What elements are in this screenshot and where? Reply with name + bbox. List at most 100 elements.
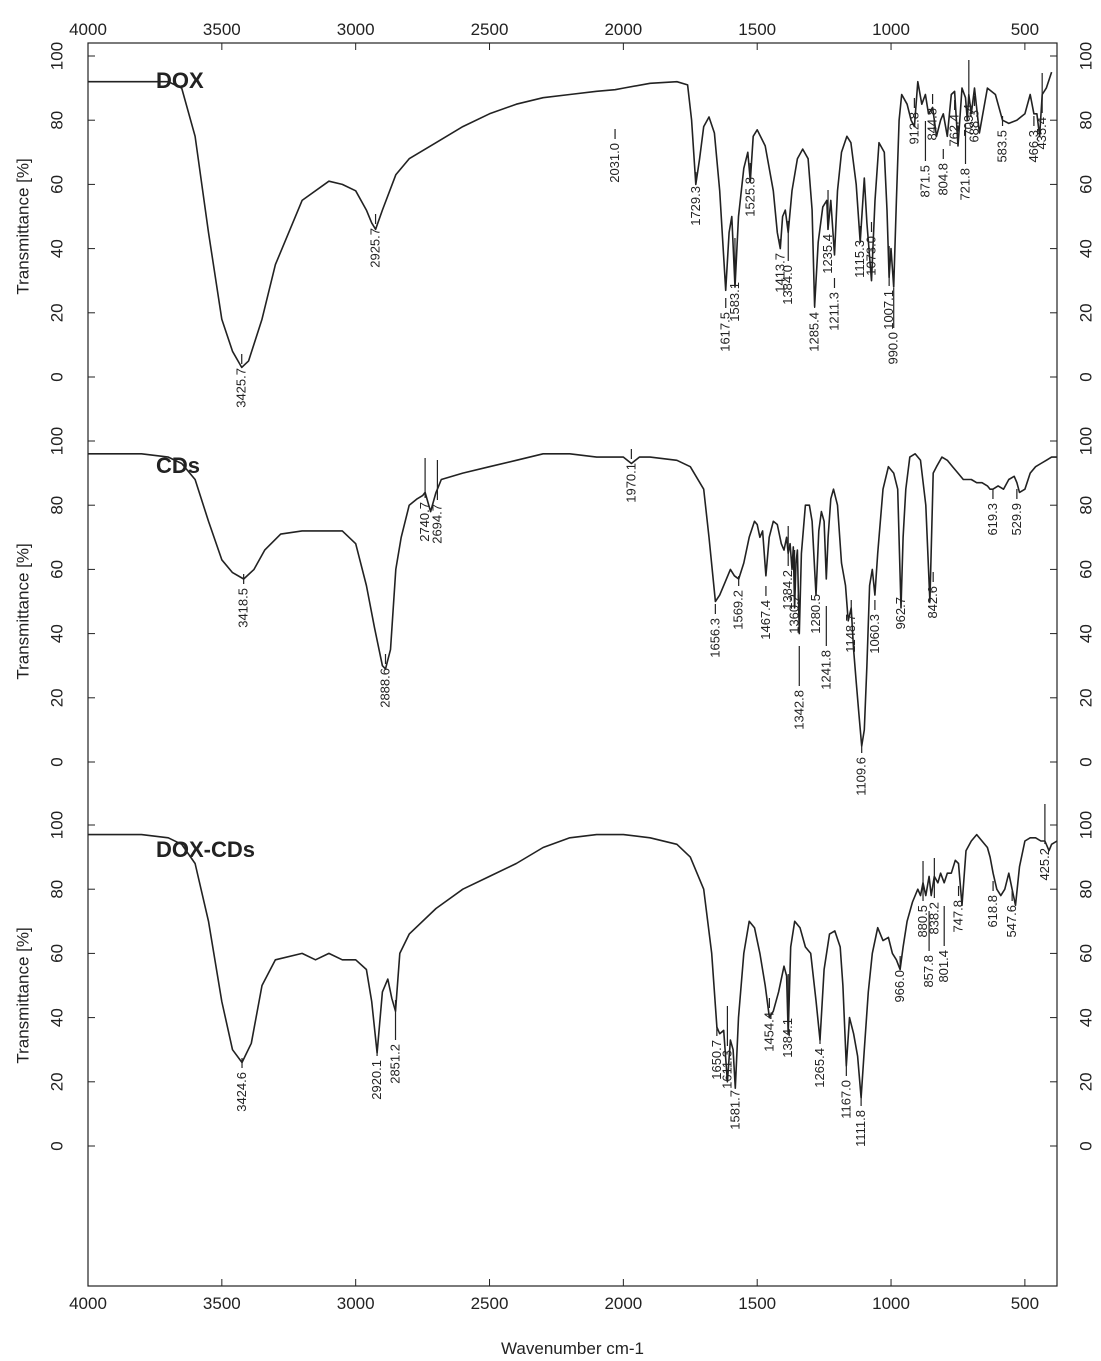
peak-label: 1360.2 xyxy=(787,594,802,634)
y-axis-label: Transmittance [%] xyxy=(13,158,32,294)
y-tick-right-label: 100 xyxy=(1076,42,1095,70)
y-axis-label: Transmittance [%] xyxy=(13,543,32,679)
peak-label: 747.8 xyxy=(951,900,966,933)
peak-label: 1342.8 xyxy=(791,690,806,730)
peak-label: 529.9 xyxy=(1009,503,1024,536)
peak-label: 1454.4 xyxy=(761,1012,776,1052)
y-tick-right-label: 100 xyxy=(1076,427,1095,455)
y-tick-right-label: 0 xyxy=(1076,757,1095,766)
peak-label: 3425.7 xyxy=(234,368,249,408)
y-tick-right-label: 20 xyxy=(1076,303,1095,322)
peak-label: 547.6 xyxy=(1004,905,1019,938)
peak-label: 1413.7 xyxy=(772,253,787,293)
x-tick-top-label: 1000 xyxy=(872,20,910,39)
peak-label: 871.5 xyxy=(917,165,932,198)
peak-label: 962.7 xyxy=(893,597,908,630)
spectrum-line xyxy=(88,833,1058,1099)
y-tick-left-label: 20 xyxy=(47,303,66,322)
x-tick-bottom-label: 2500 xyxy=(471,1294,509,1313)
y-tick-left-label: 80 xyxy=(47,496,66,515)
peak-label: 1384.1 xyxy=(780,1018,795,1058)
y-tick-left-label: 60 xyxy=(47,560,66,579)
peak-label: 1970.1 xyxy=(623,463,638,503)
y-tick-left-label: 20 xyxy=(47,688,66,707)
peak-label: 619.3 xyxy=(985,503,1000,536)
y-tick-left-label: 0 xyxy=(47,372,66,381)
peak-label: 1583.1 xyxy=(727,282,742,322)
peak-label: 1525.8 xyxy=(742,177,757,217)
x-tick-top-label: 3000 xyxy=(337,20,375,39)
y-tick-right-label: 60 xyxy=(1076,944,1095,963)
peak-label: 1109.6 xyxy=(854,757,869,796)
peak-label: 1280.5 xyxy=(808,594,823,634)
peak-label: 1007.1 xyxy=(881,290,896,330)
panel-cds: 0 0 20 20 40 40 60 60 80 80 100 100 Transmittance [%… xyxy=(13,427,1095,796)
peak-label: 1581.7 xyxy=(727,1090,742,1130)
y-tick-right-label: 0 xyxy=(1076,1141,1095,1150)
peak-label: 1148.7 xyxy=(843,614,858,653)
peak-label: 1235.4 xyxy=(820,234,835,274)
x-tick-top-label: 3500 xyxy=(203,20,241,39)
peak-label: 1073.0 xyxy=(863,236,878,276)
y-tick-right-label: 80 xyxy=(1076,111,1095,130)
y-tick-right-label: 40 xyxy=(1076,239,1095,258)
y-tick-left-label: 80 xyxy=(47,111,66,130)
peak-label: 1611.3 xyxy=(719,1050,734,1089)
panel-dox-cds: 0 0 20 20 40 40 60 60 80 80 100 100 Transmittance [%… xyxy=(13,804,1095,1151)
peak-label: 857.8 xyxy=(921,955,936,988)
y-tick-left-label: 40 xyxy=(47,1008,66,1027)
y-tick-left-label: 0 xyxy=(47,1141,66,1150)
y-tick-left-label: 40 xyxy=(47,239,66,258)
y-tick-left-label: 40 xyxy=(47,624,66,643)
peak-label: 880.5 xyxy=(915,905,930,938)
peak-label: 842.6 xyxy=(925,586,940,619)
peak-label: 1617.5 xyxy=(718,312,733,352)
peak-label: 2925.7 xyxy=(368,228,383,268)
x-tick-bottom-label: 1000 xyxy=(872,1294,910,1313)
x-tick-top-label: 4000 xyxy=(69,20,107,39)
x-tick-top-label: 2500 xyxy=(471,20,509,39)
peak-label: 1111.8 xyxy=(853,1110,868,1147)
x-tick-bottom-label: 2000 xyxy=(604,1294,642,1313)
peak-label: 2888.6 xyxy=(377,668,392,708)
y-tick-left-label: 20 xyxy=(47,1072,66,1091)
peak-label: 3418.5 xyxy=(236,588,251,628)
y-tick-right-label: 100 xyxy=(1076,811,1095,839)
peak-label: 583.5 xyxy=(995,130,1010,163)
y-tick-right-label: 20 xyxy=(1076,1072,1095,1091)
peak-label: 966.0 xyxy=(892,970,907,1003)
peak-label: 2740.7 xyxy=(417,502,432,542)
y-tick-left-label: 100 xyxy=(47,427,66,455)
y-tick-left-label: 100 xyxy=(47,811,66,839)
panel-dox: 0 0 20 20 40 40 60 60 80 80 100 100 Transmittance [%… xyxy=(13,42,1095,408)
y-tick-right-label: 60 xyxy=(1076,175,1095,194)
x-axis-label: Wavenumber cm-1 xyxy=(501,1339,644,1358)
peak-label: 1467.4 xyxy=(758,600,773,640)
peak-label: 1650.7 xyxy=(709,1040,724,1080)
peak-label: 801.4 xyxy=(936,950,951,983)
y-axis-label: Transmittance [%] xyxy=(13,927,32,1063)
peak-label: 435.4 xyxy=(1034,117,1049,150)
spectrum-line xyxy=(88,71,1053,369)
peak-label: 1656.3 xyxy=(707,618,722,658)
peak-label: 688.3 xyxy=(966,110,981,143)
y-tick-right-label: 80 xyxy=(1076,880,1095,899)
y-tick-right-label: 60 xyxy=(1076,560,1095,579)
peak-label: 844.8 xyxy=(925,108,940,141)
panel-title: DOX xyxy=(156,68,204,93)
peak-label: 762.4 xyxy=(947,114,962,147)
peak-label: 1265.4 xyxy=(812,1048,827,1088)
y-tick-left-label: 60 xyxy=(47,175,66,194)
plot-frame xyxy=(87,42,1058,1287)
y-tick-left-label: 60 xyxy=(47,944,66,963)
peak-label: 2851.2 xyxy=(388,1044,403,1084)
peak-label: 1569.2 xyxy=(731,590,746,630)
peak-label: 838.2 xyxy=(926,902,941,935)
spectrum-line xyxy=(88,452,1057,747)
peak-label: 990.0 xyxy=(886,332,901,365)
peak-label: 1384.0 xyxy=(780,265,795,305)
x-tick-bottom-label: 500 xyxy=(1011,1294,1039,1313)
x-tick-top-label: 1500 xyxy=(738,20,776,39)
y-tick-left-label: 80 xyxy=(47,880,66,899)
